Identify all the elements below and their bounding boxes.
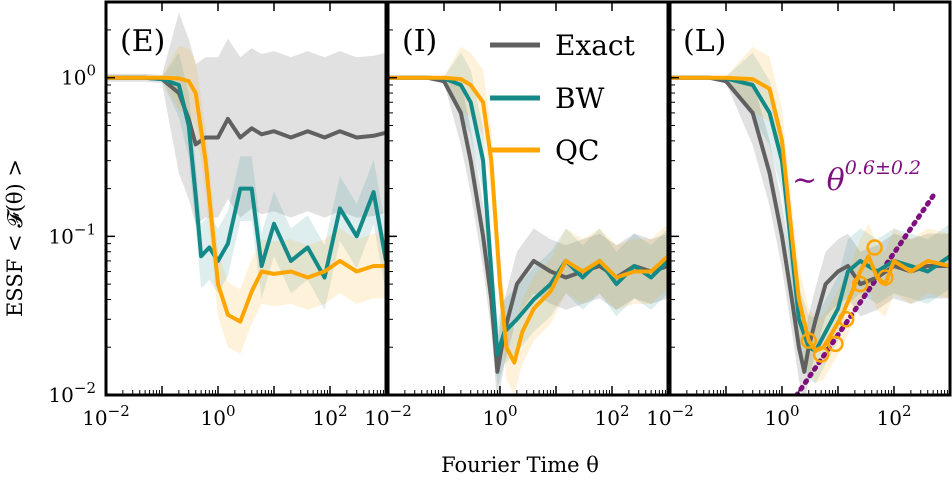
y-tick-label-exponent: −2 — [74, 379, 96, 397]
y-tick-label-base: 10 — [48, 224, 73, 248]
x-axis-title: Fourier Time θ — [441, 453, 599, 477]
x-tick-label-exponent: −2 — [390, 402, 412, 420]
band-qc-panel-l — [670, 46, 950, 384]
x-tick-label-panel-i: 100 — [483, 402, 518, 430]
y-axis-title: ESSF < 𝓕(θ) > — [3, 159, 27, 317]
series-bw-panel-i — [388, 75, 668, 357]
series-qc-panel-e — [106, 75, 386, 324]
x-tick-label-base: 10 — [313, 406, 338, 430]
fit-annotation: ∼ θ0.6±0.2 — [792, 157, 921, 198]
x-tick-label-panel-i: 102 — [595, 402, 630, 430]
panel-l-plot-area — [670, 46, 950, 395]
band-exact-panel-l — [670, 76, 950, 395]
panel-label-e: (E) — [120, 24, 165, 59]
x-tick-label-exponent: 2 — [902, 402, 912, 420]
x-tick-label-base: 10 — [877, 406, 902, 430]
qc-marker — [852, 275, 869, 293]
x-tick-label-panel-l: 102 — [877, 402, 912, 430]
x-tick-label-exponent: 0 — [226, 402, 236, 420]
band-exact-panel-i — [388, 76, 668, 395]
fit-annotation-base: ∼ θ — [792, 163, 845, 198]
x-tick-label-base: 10 — [201, 406, 226, 430]
x-tick-label-exponent: −2 — [672, 402, 694, 420]
panel-e-plot-area — [106, 12, 386, 354]
x-tick-label-panel-e: 102 — [313, 402, 348, 430]
x-tick-label-exponent: −2 — [108, 402, 130, 420]
x-tick-label-exponent: 2 — [620, 402, 630, 420]
panel-label-i: (I) — [402, 24, 437, 59]
x-tick-label-base: 10 — [595, 406, 620, 430]
y-tick-label: 10−1 — [48, 220, 96, 248]
legend-label-bw: BW — [555, 82, 605, 115]
panel-l-frame — [668, 0, 952, 397]
y-tick-label-base: 10 — [61, 66, 86, 90]
y-tick-label-base: 10 — [48, 383, 73, 407]
y-tick-label-exponent: −1 — [74, 220, 96, 238]
band-bw-panel-e — [106, 52, 386, 310]
y-tick-label: 10−2 — [48, 379, 96, 407]
legend-label-exact: Exact — [555, 29, 636, 62]
x-tick-label-base: 10 — [364, 406, 389, 430]
panels-layer: 10−2 100 102 10−2 100 102 10−2 100 10210010−110−… — [48, 0, 952, 430]
qc-marker — [827, 335, 844, 353]
band-qc-panel-i — [388, 46, 668, 395]
panel-label-l: (L) — [683, 24, 726, 59]
x-tick-label-exponent: 0 — [790, 402, 800, 420]
x-tick-label-base: 10 — [765, 406, 790, 430]
fit-line — [793, 193, 936, 395]
x-tick-label-base: 10 — [646, 406, 671, 430]
qc-marker — [800, 332, 817, 349]
series-qc-panel-i — [388, 75, 668, 365]
qc-marker — [812, 346, 830, 363]
x-tick-label-panel-l: 100 — [765, 402, 800, 430]
legend: Exact BW QC — [490, 29, 636, 167]
x-tick-label-base: 10 — [483, 406, 508, 430]
x-tick-label-exponent: 0 — [508, 402, 518, 420]
x-tick-label-panel-e: 100 — [201, 402, 236, 430]
panel-i-plot-area — [388, 46, 668, 395]
x-tick-label-base: 10 — [82, 406, 107, 430]
x-tick-label-panel-l: 10−2 — [646, 402, 694, 430]
x-tick-label-panel-i: 10−2 — [364, 402, 412, 430]
fit-annotation-exponent: 0.6±0.2 — [845, 157, 921, 179]
band-bw-panel-l — [670, 52, 950, 384]
panel-i-frame — [386, 0, 670, 397]
x-tick-label-panel-e: 10−2 — [82, 402, 130, 430]
qc-marker — [866, 239, 883, 256]
y-tick-label-exponent: 0 — [86, 62, 96, 80]
y-tick-label: 100 — [61, 62, 96, 90]
band-qc-panel-e — [106, 46, 386, 354]
qc-marker — [877, 269, 894, 286]
band-exact-panel-e — [106, 12, 386, 225]
panel-e-frame — [104, 0, 388, 397]
series-bw-panel-e — [106, 75, 386, 280]
legend-label-qc: QC — [555, 134, 599, 167]
qc-marker — [837, 311, 855, 328]
x-tick-label-exponent: 2 — [338, 402, 348, 420]
